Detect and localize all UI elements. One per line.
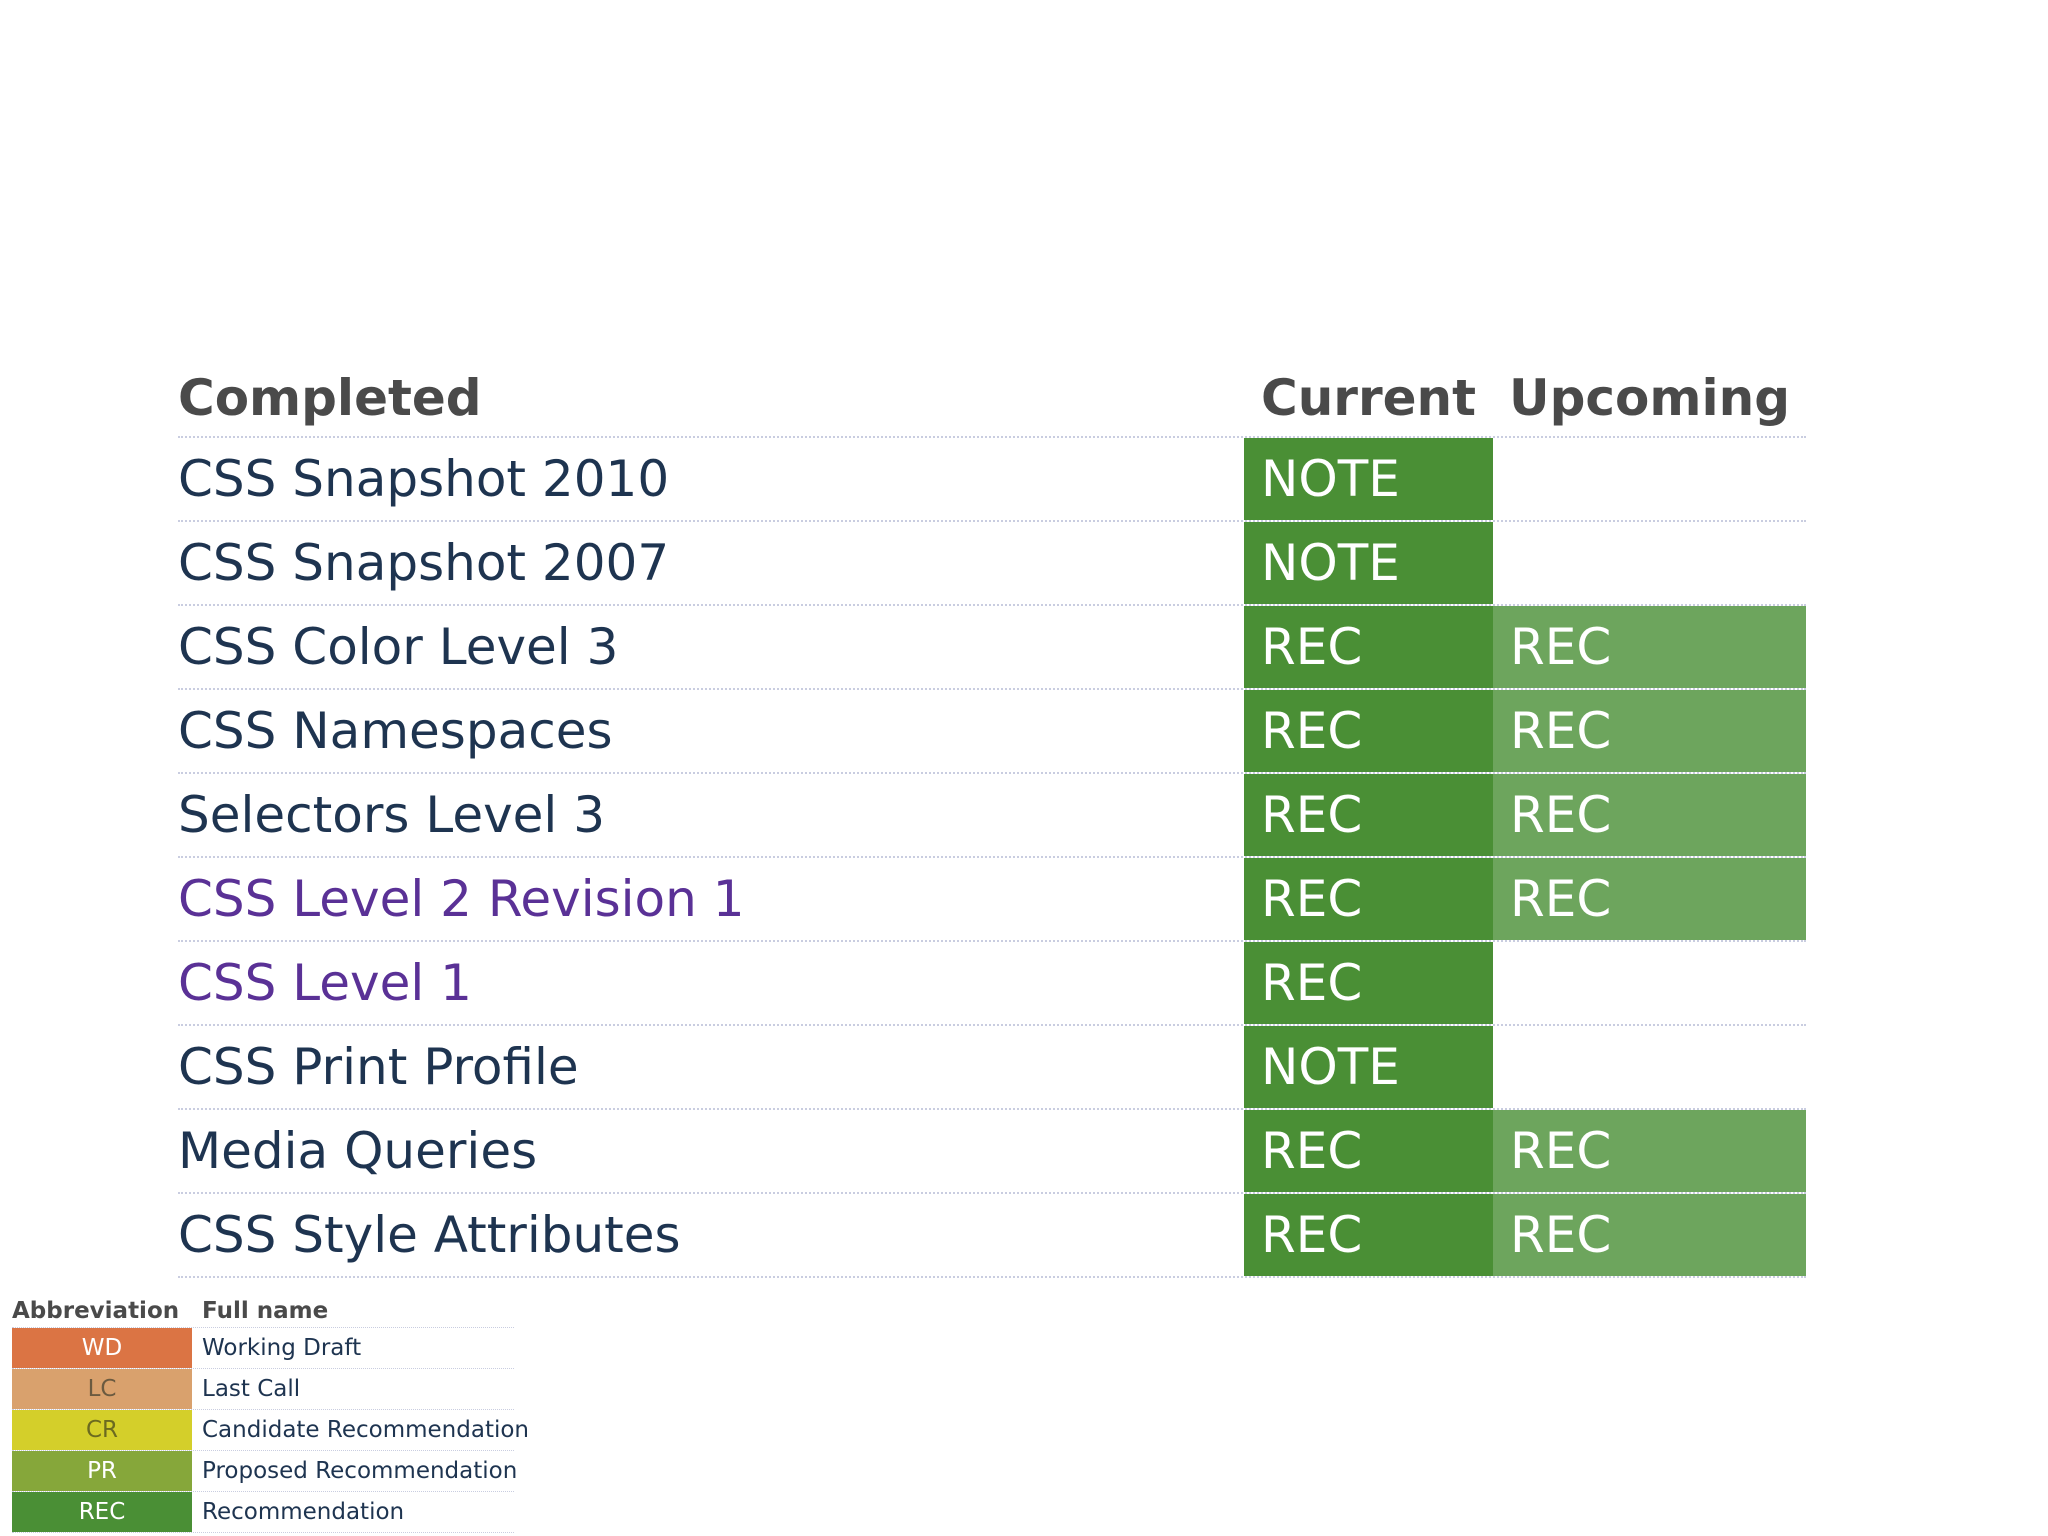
table-header-row: Completed Current Upcoming xyxy=(178,360,1806,438)
status-legend: Abbreviation Full name WD Working Draft LC… xyxy=(12,1294,529,1533)
header-completed: Completed xyxy=(178,369,482,427)
upcoming-status-badge: REC xyxy=(1493,858,1806,940)
table-row: CSS Color Level 3 REC REC xyxy=(178,606,1806,690)
spec-link[interactable]: CSS Color Level 3 xyxy=(178,618,619,676)
legend-row: PR Proposed Recommendation xyxy=(12,1451,518,1492)
spec-link[interactable]: CSS Level 2 Revision 1 xyxy=(178,870,745,928)
legend-full-name: Working Draft xyxy=(202,1335,362,1361)
spec-link[interactable]: Media Queries xyxy=(178,1122,538,1180)
upcoming-status-badge: REC xyxy=(1493,606,1806,688)
legend-full-name: Candidate Recommendation xyxy=(202,1417,529,1443)
current-status-badge: NOTE xyxy=(1244,522,1493,604)
upcoming-status-badge: REC xyxy=(1493,690,1806,772)
spec-link[interactable]: CSS Namespaces xyxy=(178,702,613,760)
upcoming-status-badge: REC xyxy=(1493,774,1806,856)
current-status-badge: REC xyxy=(1244,774,1493,856)
table-row: CSS Style Attributes REC REC xyxy=(178,1194,1806,1278)
table-body: CSS Snapshot 2010 NOTE CSS Snapshot 2007 NO… xyxy=(178,438,1806,1278)
current-status-badge: REC xyxy=(1244,606,1493,688)
header-current: Current xyxy=(1261,369,1477,427)
upcoming-status-badge xyxy=(1493,942,1806,1024)
table-row: CSS Print Profile NOTE xyxy=(178,1026,1806,1110)
legend-header-row: Abbreviation Full name xyxy=(12,1294,514,1328)
table-row: CSS Level 2 Revision 1 REC REC xyxy=(178,858,1806,942)
spec-link[interactable]: CSS Print Profile xyxy=(178,1038,579,1096)
legend-full-name: Recommendation xyxy=(202,1499,405,1525)
spec-link[interactable]: CSS Snapshot 2007 xyxy=(178,534,670,592)
legend-abbreviation-swatch: PR xyxy=(12,1451,192,1491)
current-status-badge: REC xyxy=(1244,1110,1493,1192)
spec-link[interactable]: Selectors Level 3 xyxy=(178,786,606,844)
table-row: CSS Level 1 REC xyxy=(178,942,1806,1026)
spec-link[interactable]: CSS Snapshot 2010 xyxy=(178,450,670,508)
upcoming-status-badge xyxy=(1493,438,1806,520)
legend-row: CR Candidate Recommendation xyxy=(12,1410,529,1451)
current-status-badge: REC xyxy=(1244,942,1493,1024)
table-row: CSS Snapshot 2010 NOTE xyxy=(178,438,1806,522)
legend-body: WD Working Draft LC Last Call CR Candidate Re… xyxy=(12,1328,529,1533)
legend-abbreviation-swatch: REC xyxy=(12,1492,192,1532)
spec-link[interactable]: CSS Level 1 xyxy=(178,954,472,1012)
legend-row: WD Working Draft xyxy=(12,1328,514,1369)
legend-row: REC Recommendation xyxy=(12,1492,514,1533)
upcoming-status-badge xyxy=(1493,522,1806,604)
spec-link[interactable]: CSS Style Attributes xyxy=(178,1206,681,1264)
legend-row: LC Last Call xyxy=(12,1369,514,1410)
legend-header-abbreviation: Abbreviation xyxy=(12,1297,180,1324)
table-row: Media Queries REC REC xyxy=(178,1110,1806,1194)
table-row: Selectors Level 3 REC REC xyxy=(178,774,1806,858)
current-status-badge: REC xyxy=(1244,1194,1493,1276)
legend-full-name: Proposed Recommendation xyxy=(202,1458,518,1484)
upcoming-status-badge xyxy=(1493,1026,1806,1108)
legend-abbreviation-swatch: LC xyxy=(12,1369,192,1409)
spec-status-table: Completed Current Upcoming CSS Snapshot … xyxy=(178,360,1806,1278)
legend-header-full-name: Full name xyxy=(202,1297,329,1324)
upcoming-status-badge: REC xyxy=(1493,1110,1806,1192)
table-row: CSS Namespaces REC REC xyxy=(178,690,1806,774)
table-row: CSS Snapshot 2007 NOTE xyxy=(178,522,1806,606)
legend-abbreviation-swatch: CR xyxy=(12,1410,192,1450)
legend-abbreviation-swatch: WD xyxy=(12,1328,192,1368)
current-status-badge: NOTE xyxy=(1244,438,1493,520)
header-upcoming: Upcoming xyxy=(1509,369,1791,427)
current-status-badge: NOTE xyxy=(1244,1026,1493,1108)
upcoming-status-badge: REC xyxy=(1493,1194,1806,1276)
current-status-badge: REC xyxy=(1244,858,1493,940)
current-status-badge: REC xyxy=(1244,690,1493,772)
legend-full-name: Last Call xyxy=(202,1376,301,1402)
